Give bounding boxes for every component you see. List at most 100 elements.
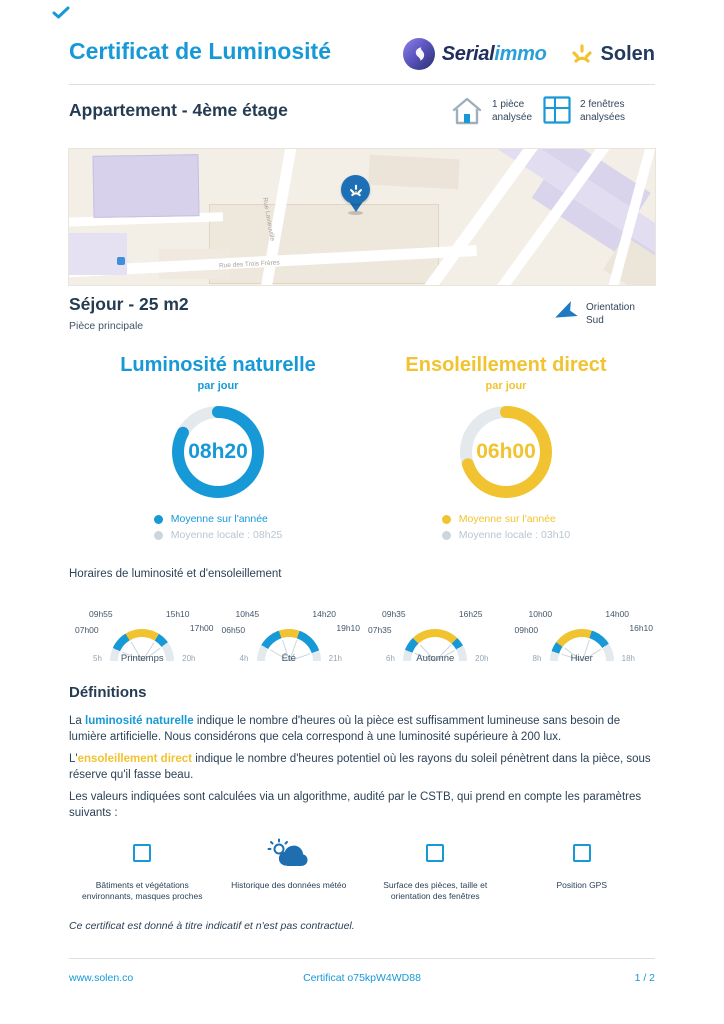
season-gauge-ete: 10h45 14h20 06h50 19h10 4h Été 21h bbox=[216, 602, 363, 674]
algorithm-note: Les valeurs indiquées sont calculées via… bbox=[69, 791, 642, 819]
natural-light-legend: Moyenne sur l'année Moyenne locale : 08h… bbox=[153, 513, 283, 545]
light-start-label: 07h00 bbox=[75, 625, 99, 635]
gauge-cap bbox=[212, 406, 224, 418]
map-building bbox=[368, 154, 460, 190]
room-subtitle: Pièce principale bbox=[69, 320, 144, 332]
scale-min-label: 4h bbox=[239, 654, 249, 663]
light-end-label: 16h10 bbox=[629, 623, 653, 633]
windows-count: 2 fenêtres bbox=[580, 99, 625, 110]
sun-end-label: 16h25 bbox=[458, 609, 483, 619]
house-icon bbox=[450, 95, 484, 132]
location-map: Rue Lavieuville Rue des Trois Frères bbox=[68, 148, 656, 286]
solen-logo: Solen bbox=[569, 40, 655, 69]
immo-text: immo bbox=[494, 42, 547, 65]
parameters-row: Bâtiments et végétations environnants, m… bbox=[69, 836, 655, 902]
legend-average-label: Moyenne sur l'année bbox=[170, 513, 268, 525]
legend-dot-gray bbox=[153, 530, 163, 540]
text: La bbox=[69, 715, 85, 727]
param-rooms: Surface des pièces, taille et orientatio… bbox=[362, 836, 509, 902]
room-title: Séjour - 25 m2 bbox=[69, 294, 189, 314]
season-arc bbox=[110, 629, 175, 661]
sun-end-label: 14h20 bbox=[312, 609, 336, 619]
serialimmo-logo-icon bbox=[402, 38, 435, 70]
buildings-icon-glyph bbox=[133, 844, 152, 862]
term-natural-light: luminosité naturelle bbox=[85, 715, 194, 727]
definition-direct-sun: L'ensoleillement direct indique le nombr… bbox=[69, 751, 655, 783]
rooms-analyzed-label: 1 pièce analysée bbox=[492, 95, 532, 124]
per-day-label: par jour bbox=[197, 380, 239, 392]
direct-sun-legend: Moyenne sur l'année Moyenne locale : 03h… bbox=[441, 513, 570, 545]
scale-min-label: 6h bbox=[386, 654, 395, 663]
page-number: 1 / 2 bbox=[634, 972, 655, 984]
property-title: Appartement - 4ème étage bbox=[69, 100, 288, 120]
orientation-block: Orientation Sud bbox=[552, 300, 635, 331]
solen-sun-icon bbox=[569, 40, 595, 69]
direct-sun-section: Ensoleillement direct par jour 06h00 Moy… bbox=[356, 354, 656, 545]
legend-local-label: Moyenne locale : 08h25 bbox=[170, 529, 283, 541]
season-gauges: 09h55 15h10 07h00 17h00 5h Printemps 20h… bbox=[69, 602, 655, 674]
natural-light-title: Luminosité naturelle bbox=[120, 354, 316, 376]
rooms-analyzed-stat: 1 pièce analysée bbox=[450, 95, 532, 132]
light-end-label: 17h00 bbox=[189, 623, 214, 633]
legend-average-label: Moyenne sur l'année bbox=[458, 513, 556, 525]
sun-start-label: 09h35 bbox=[382, 609, 406, 619]
window-icon bbox=[542, 95, 572, 130]
orientation-value: Sud bbox=[586, 315, 604, 326]
rooms-word: analysée bbox=[492, 112, 533, 123]
season-name: Printemps bbox=[120, 653, 164, 664]
map-pin-shadow bbox=[348, 211, 363, 215]
disclaimer-text: Ce certificat est donné à titre indicati… bbox=[69, 920, 355, 932]
light-start-label: 07h35 bbox=[368, 625, 392, 635]
gauge-cap bbox=[500, 406, 512, 418]
term-direct-sun: ensoleillement direct bbox=[77, 753, 192, 765]
gps-icon-glyph bbox=[572, 844, 591, 862]
sun-end-label: 15h10 bbox=[165, 609, 190, 619]
season-gauge-automne: 09h35 16h25 07h35 6h Automne 20h bbox=[362, 602, 509, 674]
corner-mark-icon bbox=[52, 6, 70, 24]
gauge-center: 08h20 bbox=[184, 418, 252, 486]
season-arc bbox=[549, 629, 614, 661]
direct-sun-gauge: 06h00 bbox=[460, 406, 552, 498]
scale-max-label: 18h bbox=[621, 654, 635, 663]
definitions-heading: Définitions bbox=[69, 684, 147, 701]
serialimmo-logo: Serialimmo bbox=[402, 38, 547, 70]
schedule-title: Horaires de luminosité et d'ensoleilleme… bbox=[69, 568, 282, 580]
serial-text: Serial bbox=[441, 42, 495, 65]
legend-row: Moyenne locale : 08h25 bbox=[153, 529, 283, 541]
natural-light-gauge: 08h20 bbox=[172, 406, 264, 498]
gps-icon bbox=[509, 836, 656, 870]
map-building bbox=[69, 233, 127, 275]
orientation-word: Orientation bbox=[586, 302, 635, 313]
light-start-label: 09h00 bbox=[514, 625, 539, 635]
direct-sun-title: Ensoleillement direct bbox=[405, 354, 607, 376]
scale-max-label: 20h bbox=[182, 654, 196, 663]
sun-start-label: 10h45 bbox=[235, 609, 260, 619]
direct-sun-value: 06h00 bbox=[476, 440, 536, 463]
legend-row: Moyenne sur l'année bbox=[153, 513, 283, 525]
season-name: Été bbox=[281, 653, 296, 664]
orientation-label: Orientation Sud bbox=[586, 300, 635, 327]
season-arc bbox=[403, 629, 468, 661]
scale-max-label: 21h bbox=[328, 654, 342, 663]
legend-dot-gray bbox=[441, 530, 451, 540]
legend-dot-yellow bbox=[441, 514, 451, 524]
sun-end-label: 14h00 bbox=[605, 609, 629, 619]
definitions-section: Définitions La luminosité naturelle indi… bbox=[69, 684, 655, 827]
orientation-arrow-icon bbox=[552, 300, 578, 331]
param-label: Historique des données météo bbox=[231, 880, 347, 890]
map-building bbox=[209, 204, 439, 284]
sun-start-label: 09h55 bbox=[89, 609, 113, 619]
serialimmo-wordmark: Serialimmo bbox=[442, 43, 547, 66]
map-pin-icon bbox=[341, 175, 370, 204]
season-gauge-hiver: 10h00 14h00 09h00 16h10 8h Hiver 18h bbox=[509, 602, 656, 674]
light-end-label: 19h10 bbox=[336, 623, 360, 633]
text: L' bbox=[69, 753, 78, 765]
header-logos: Serialimmo Solen bbox=[402, 38, 655, 70]
certificate-id: Certificat o75kpW4WD88 bbox=[303, 972, 421, 984]
solen-wordmark: Solen bbox=[600, 42, 655, 65]
sun-start-label: 10h00 bbox=[528, 609, 553, 619]
website-link[interactable]: www.solen.co bbox=[69, 972, 134, 984]
per-day-label: par jour bbox=[485, 380, 527, 392]
param-label: Bâtiments et végétations environnants, m… bbox=[82, 880, 203, 901]
